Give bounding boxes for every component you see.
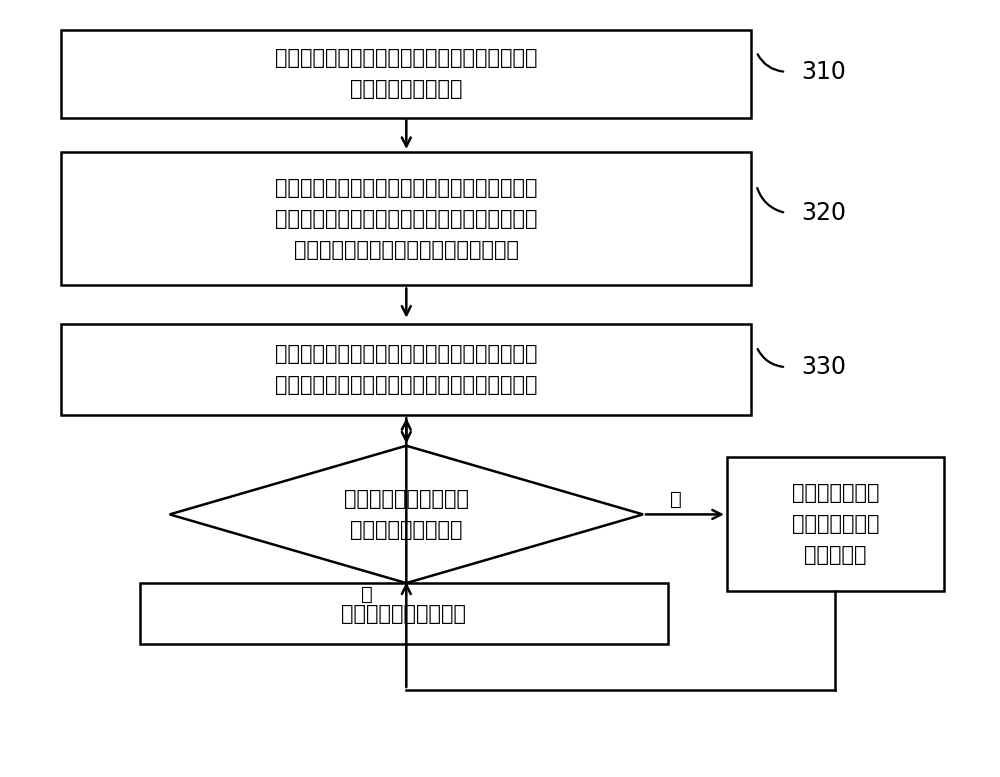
Bar [61, 324, 751, 415]
Text: 330: 330 [801, 355, 846, 379]
Bar [61, 152, 751, 285]
Text: 继续进行置信传
播，直至达到最
大迭代次数: 继续进行置信传 播，直至达到最 大迭代次数 [792, 483, 879, 565]
Text: 在结束一次置信传播后
判断置信度是否收敛: 在结束一次置信传播后 判断置信度是否收敛 [344, 489, 469, 540]
Text: 构造因子图，将求解最佳用户接入的问题转化为
无约束的优化问题，并将该优化问题映射到因子
图上，初始化函数节点与变量节点消息值: 构造因子图，将求解最佳用户接入的问题转化为 无约束的优化问题，并将该优化问题映射… [275, 177, 538, 260]
Text: 输入缓存放置信息，随机初始化用户接入信息，
并设定最大迭代次数: 输入缓存放置信息，随机初始化用户接入信息， 并设定最大迭代次数 [275, 48, 538, 99]
Text: 否: 否 [670, 490, 681, 509]
Bar [727, 457, 944, 591]
Text: 310: 310 [801, 60, 846, 84]
Text: 根据置信传播算法计算规则，更新函数节点、变
量节点消息值，同时更新每个变量节点的置信度: 根据置信传播算法计算规则，更新函数节点、变 量节点消息值，同时更新每个变量节点的… [275, 343, 538, 395]
Text: 320: 320 [801, 201, 846, 225]
Polygon shape [170, 446, 643, 583]
Text: 得到最佳用户接入信息: 得到最佳用户接入信息 [341, 604, 466, 624]
Bar [61, 30, 751, 117]
Text: 是: 是 [361, 585, 373, 604]
Bar [140, 583, 668, 644]
